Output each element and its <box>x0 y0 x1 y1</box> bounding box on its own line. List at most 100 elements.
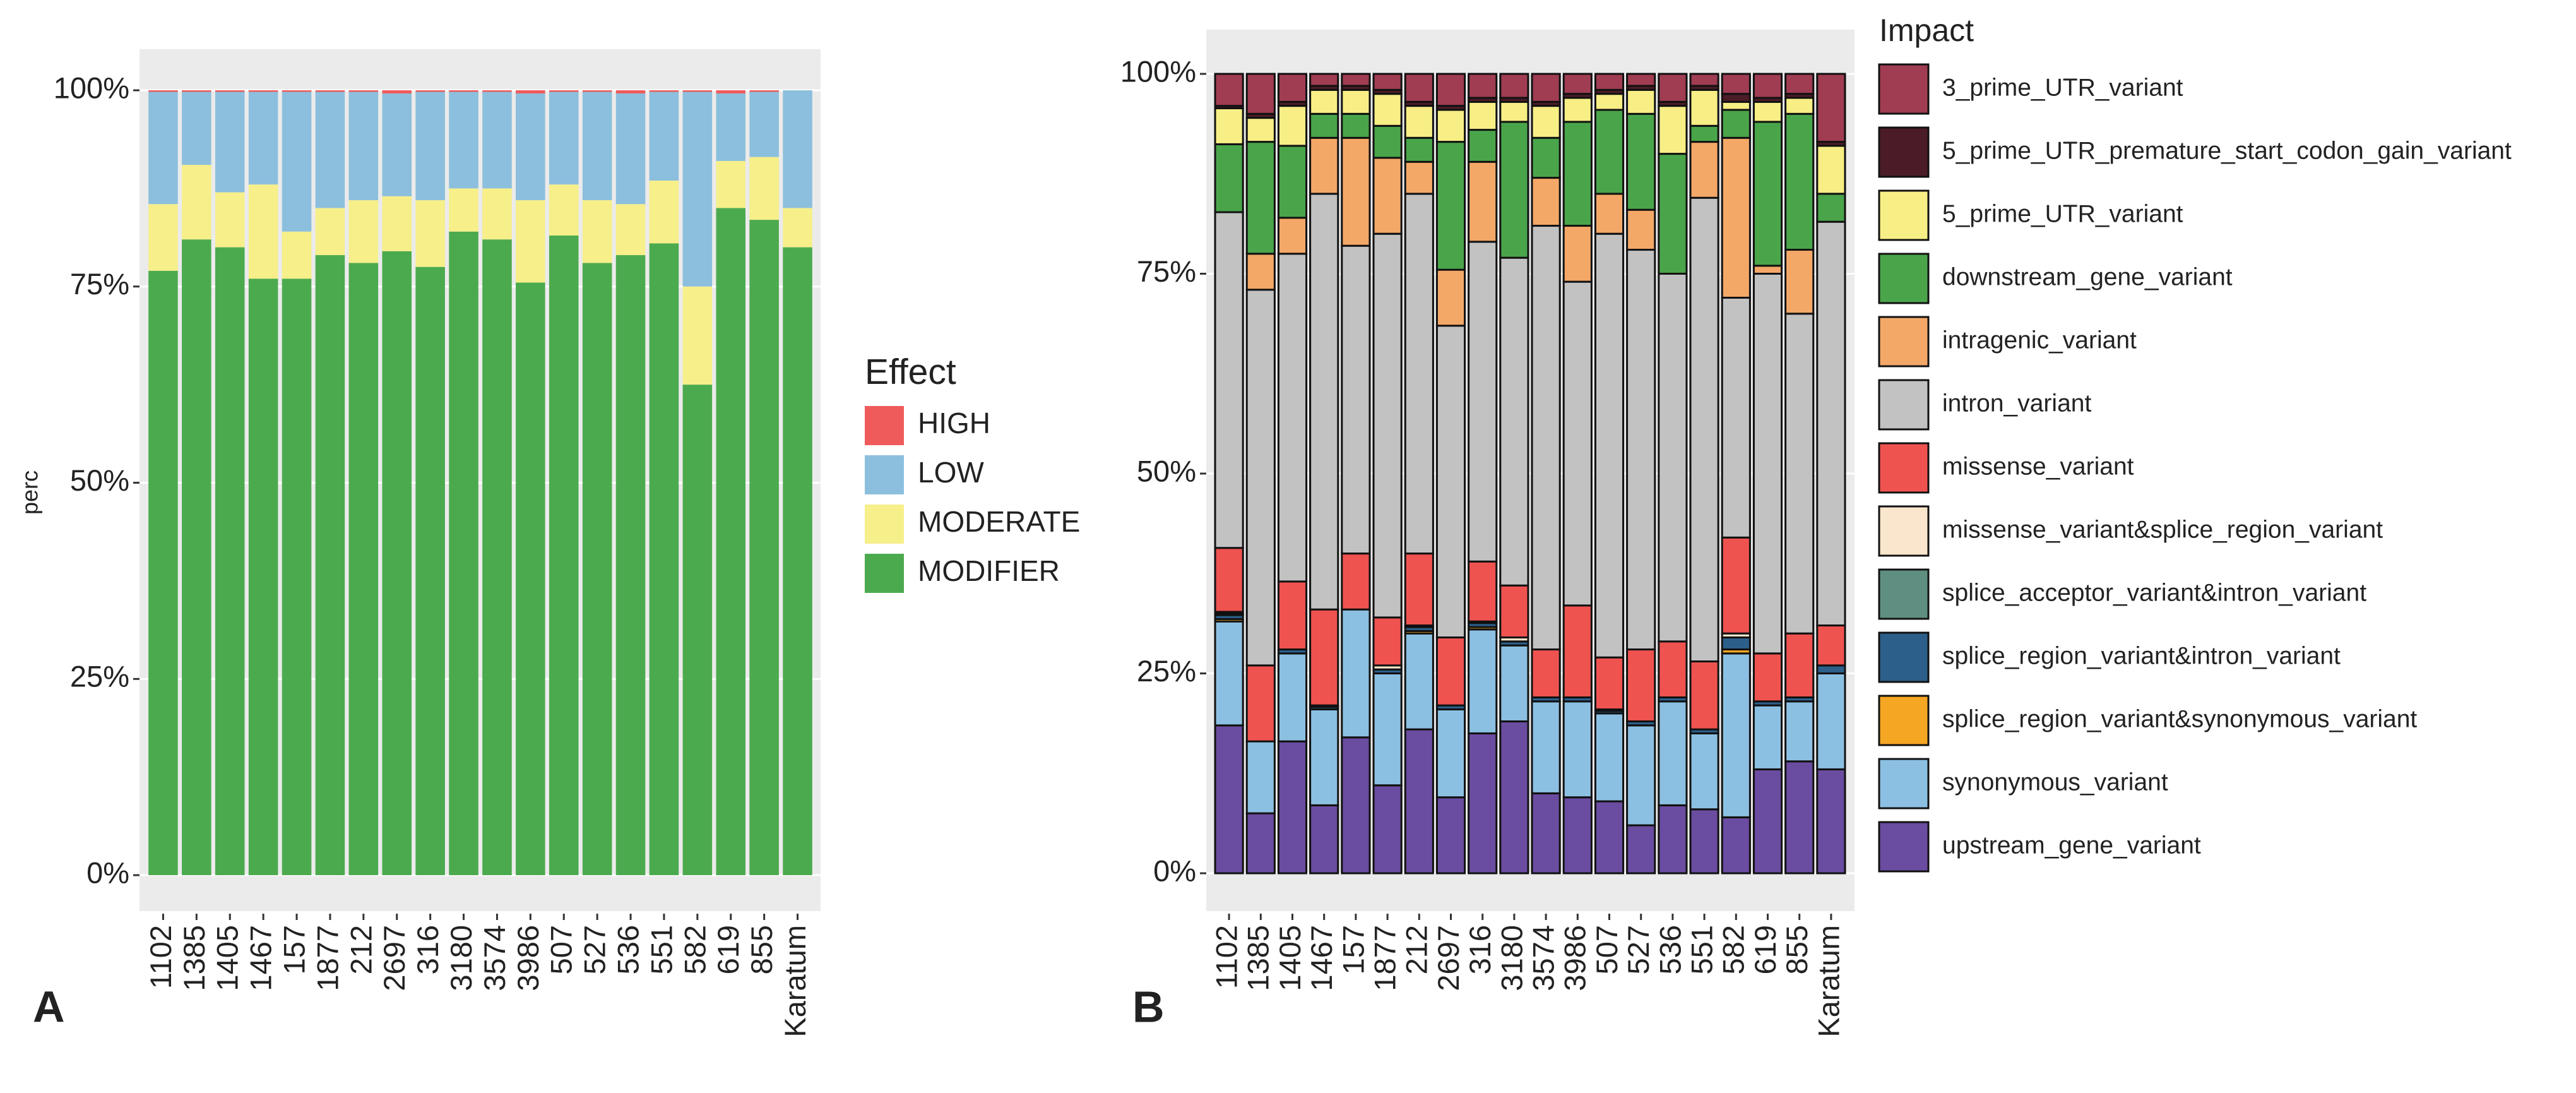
panel-label: B <box>1132 982 1165 1031</box>
bar-segment <box>1341 112 1371 139</box>
x-tick-label: 619 <box>711 925 745 974</box>
bar-segment <box>1626 724 1656 827</box>
bar-segment <box>1435 109 1466 143</box>
legend-label: downstream_gene_variant <box>1942 263 2233 290</box>
bar-segment <box>1309 708 1339 806</box>
bar-segment <box>1435 268 1466 327</box>
bar-segment <box>348 200 379 263</box>
bar-segment <box>1277 73 1308 103</box>
bar-segment <box>348 263 379 876</box>
y-tick-label: 50% <box>70 463 129 497</box>
bar-segment <box>148 90 178 92</box>
legend-key <box>1878 505 1930 557</box>
bar-segment <box>215 90 245 92</box>
bar-segment <box>1689 660 1719 731</box>
bar-segment <box>1341 608 1371 739</box>
legend-label: LOW <box>918 456 984 489</box>
bar-segment <box>516 90 545 93</box>
bar-segment <box>215 192 245 248</box>
bar-segment <box>1214 547 1244 613</box>
bar-segment <box>1214 107 1244 145</box>
bar-segment <box>248 278 278 875</box>
bar-segment <box>1562 73 1593 95</box>
bar-segment <box>1626 249 1656 651</box>
bar-segment <box>649 180 679 244</box>
legend-key <box>1878 126 1930 178</box>
y-tick-label: 25% <box>70 660 129 693</box>
bar-segment <box>1816 624 1846 667</box>
legend-label: MODIFIER <box>918 554 1060 587</box>
bar-segment <box>1784 700 1815 763</box>
legend-label: synonymous_variant <box>1942 768 2168 796</box>
bar-segment <box>1245 117 1276 143</box>
legend-label: 5_prime_UTR_variant <box>1942 200 2183 227</box>
bar-segment <box>1689 141 1719 199</box>
y-tick-label: 25% <box>1137 654 1196 688</box>
bar-segment <box>1784 112 1815 251</box>
x-tick-label: 3574 <box>478 925 511 991</box>
bar-segment <box>1499 73 1529 99</box>
bar-segment <box>1277 580 1308 651</box>
bar-segment <box>1626 73 1656 87</box>
legend-key <box>865 455 904 494</box>
bar-segment <box>1245 289 1276 667</box>
legend-label: HIGH <box>918 407 990 439</box>
bar-segment <box>1468 129 1498 163</box>
bar-segment <box>1721 536 1751 635</box>
x-tick-label: 1102 <box>144 925 177 989</box>
y-tick-label: 0% <box>86 856 129 889</box>
bar-segment <box>516 200 545 283</box>
bar-segment <box>449 231 478 875</box>
bar-segment <box>182 90 211 92</box>
bar-segment <box>182 165 211 240</box>
x-tick-label: 3180 <box>444 925 478 991</box>
bar-segment <box>1435 73 1466 107</box>
bar-segment <box>1435 708 1466 799</box>
bar-segment <box>682 90 713 92</box>
bar-segment <box>1531 105 1561 139</box>
bar-segment <box>1562 604 1593 698</box>
bar-segment <box>1752 704 1783 770</box>
bar-segment <box>148 204 178 271</box>
bar-segment <box>716 93 746 161</box>
bar-segment <box>1404 160 1434 195</box>
legend-key <box>1878 442 1930 494</box>
bar-segment <box>1277 253 1308 583</box>
bar-segment <box>615 90 646 93</box>
y-tick-label: 100% <box>54 71 129 104</box>
legend-label: upstream_gene_variant <box>1942 832 2201 859</box>
bar-segment <box>1689 196 1719 663</box>
bar-segment <box>1721 652 1751 818</box>
bar-segment <box>1309 804 1339 875</box>
x-tick-label: 536 <box>611 925 644 974</box>
bar-segment <box>1816 193 1846 223</box>
bar-segment <box>1721 136 1751 299</box>
bar-segment <box>1468 732 1498 875</box>
bar-segment <box>1562 280 1593 607</box>
x-tick-label: 157 <box>1336 925 1370 974</box>
bar-segment <box>1562 225 1593 283</box>
bar-segment <box>1562 796 1593 875</box>
x-tick-label: 507 <box>545 925 578 974</box>
bar-segment <box>1721 109 1751 139</box>
legend-key <box>865 406 904 445</box>
legend-key <box>1878 316 1930 367</box>
x-tick-label: 3574 <box>1527 925 1560 991</box>
bar-segment <box>1468 73 1498 99</box>
bar-segment <box>182 239 211 875</box>
legend-key <box>1878 189 1930 241</box>
x-tick-label: 1877 <box>311 925 344 991</box>
bar-segment <box>1752 100 1783 123</box>
x-tick-label: 3986 <box>511 925 545 991</box>
bar-segment <box>1531 225 1561 651</box>
x-tick-label: 527 <box>578 925 612 974</box>
x-tick-label: 3180 <box>1495 925 1528 991</box>
bar-segment <box>549 92 579 185</box>
bar-segment <box>1689 732 1719 811</box>
bar-segment <box>1594 656 1625 710</box>
bar-segment <box>1245 73 1276 115</box>
bar-segment <box>315 90 345 92</box>
bar-segment <box>649 243 679 875</box>
bar-segment <box>1245 141 1276 255</box>
y-axis-label: perc <box>17 470 43 515</box>
